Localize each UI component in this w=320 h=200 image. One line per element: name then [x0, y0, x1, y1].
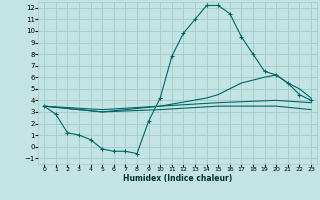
X-axis label: Humidex (Indice chaleur): Humidex (Indice chaleur) [123, 174, 232, 183]
